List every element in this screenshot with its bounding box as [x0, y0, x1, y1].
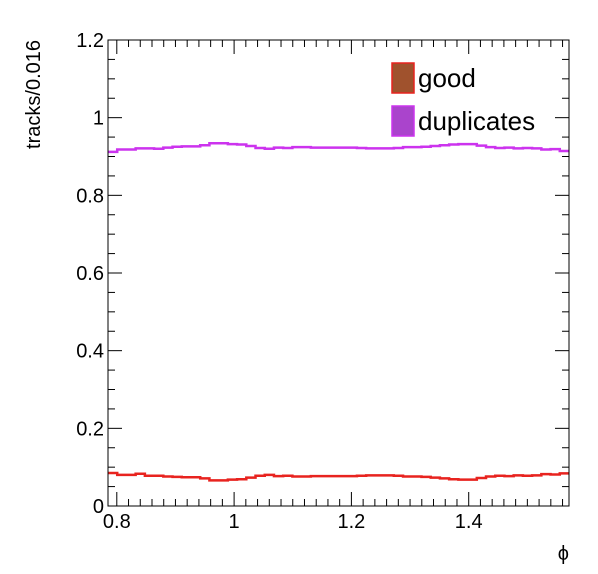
y-tick-label: 0: [93, 496, 104, 518]
legend-swatch-duplicates: [391, 105, 415, 137]
y-tick-label: 1: [93, 108, 104, 130]
y-tick-label: 0.2: [76, 418, 104, 440]
series-line-good: [108, 471, 569, 482]
legend-label-good: good: [418, 63, 476, 93]
series-line-duplicates: [108, 142, 569, 154]
tick-labels-layer: 0 0.2 0.4 0.6 0.8 1 1.2 0.8 1 1.2 1.4: [76, 30, 482, 533]
x-tick-label: 1: [229, 511, 240, 533]
ticks-layer: [108, 39, 569, 507]
series-layer: [108, 142, 569, 482]
y-tick-label: 0.8: [76, 185, 104, 207]
x-tick-label: 1.2: [337, 511, 365, 533]
y-axis-title: tracks/0.016: [23, 40, 45, 149]
legend-entry-good: good: [391, 62, 476, 94]
y-tick-label: 0.6: [76, 263, 104, 285]
x-tick-label: 1.4: [455, 511, 483, 533]
legend: good duplicates: [391, 62, 535, 137]
legend-label-duplicates: duplicates: [418, 106, 535, 136]
legend-entry-duplicates: duplicates: [391, 105, 535, 137]
x-tick-label: 0.8: [103, 511, 131, 533]
y-tick-label: 0.4: [76, 341, 104, 363]
y-tick-label: 1.2: [76, 30, 104, 52]
legend-swatch-good: [391, 62, 415, 94]
x-axis-title: ϕ: [558, 543, 569, 565]
